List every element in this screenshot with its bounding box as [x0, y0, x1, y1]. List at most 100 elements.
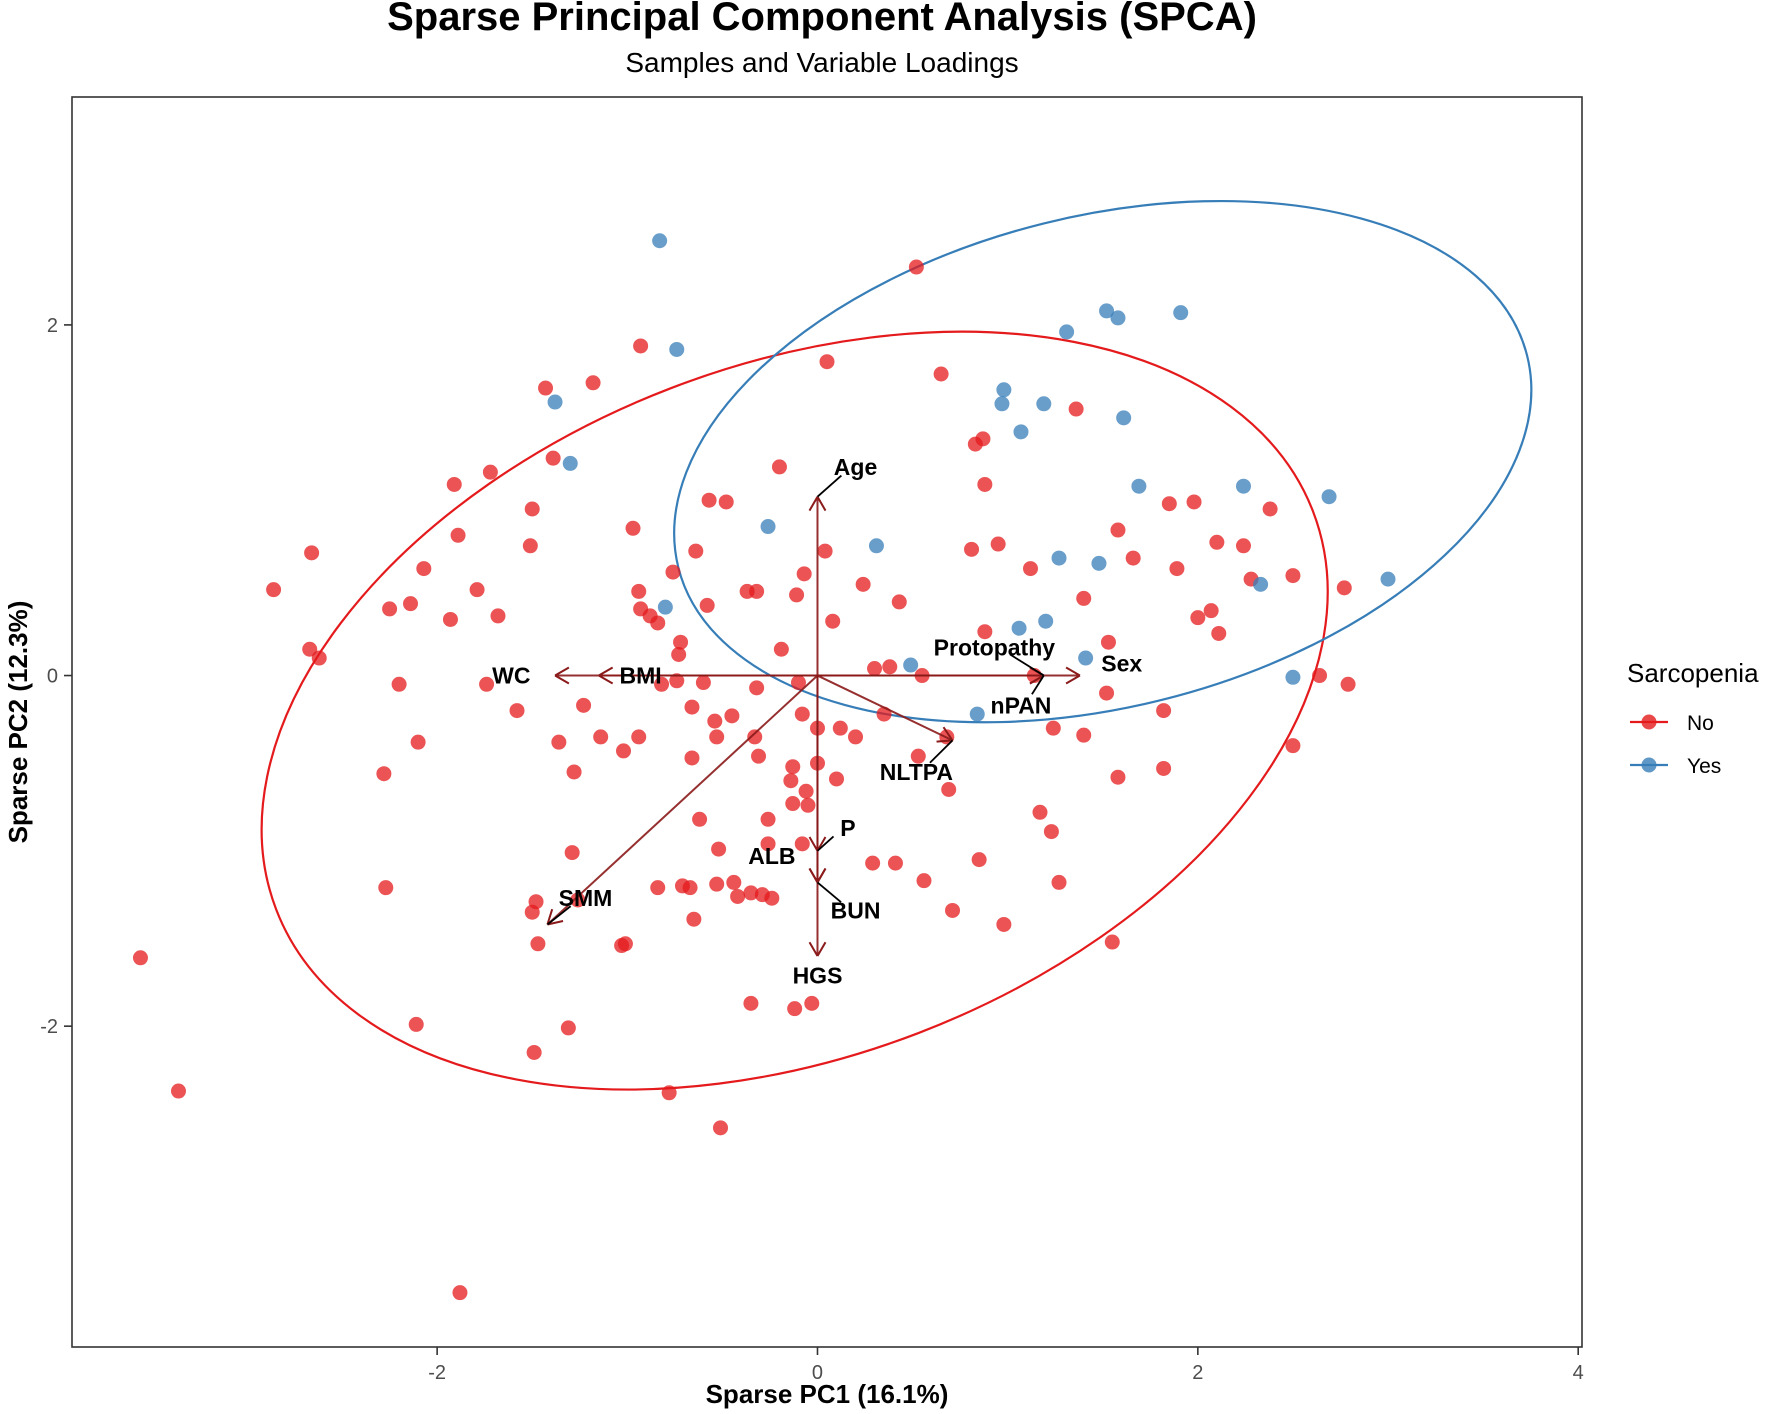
point-no [593, 729, 609, 745]
point-no [1235, 538, 1251, 554]
legend-label: Yes [1687, 755, 1721, 778]
point-no [783, 773, 799, 789]
point-no [749, 680, 765, 696]
point-no [1100, 634, 1116, 650]
loading-label-bun: BUN [831, 897, 881, 923]
point-no [1045, 720, 1061, 736]
point-no [882, 659, 898, 675]
point-yes [1110, 310, 1126, 326]
point-no [545, 450, 561, 466]
x-tick-label: 2 [1192, 1362, 1203, 1384]
y-axis: -2 0 2 [40, 315, 72, 1038]
point-no [773, 641, 789, 657]
point-no [865, 855, 881, 871]
point-no [1190, 610, 1206, 626]
legend: Sarcopenia No Yes [1627, 658, 1759, 778]
point-no [170, 1083, 186, 1099]
point-no [760, 811, 776, 827]
leader-line [1031, 675, 1045, 695]
point-no [631, 729, 647, 745]
point-yes [1078, 650, 1094, 666]
point-no [829, 771, 845, 787]
point-no [848, 729, 864, 745]
point-no [832, 720, 848, 736]
ellipse-no [260, 330, 1329, 1091]
point-no [711, 841, 727, 857]
point-yes [969, 706, 985, 722]
point-no [490, 608, 506, 624]
point-yes [1013, 424, 1029, 440]
loading-arrow-npan [817, 666, 1045, 685]
point-no [524, 904, 540, 920]
point-no [616, 743, 632, 759]
point-no [1032, 804, 1048, 820]
point-no [916, 873, 932, 889]
point-no [530, 936, 546, 952]
point-no [450, 527, 466, 543]
series-no [132, 259, 1356, 1301]
point-no [977, 624, 993, 640]
point-no [867, 661, 883, 677]
point-no [408, 1016, 424, 1032]
point-no [794, 706, 810, 722]
loading-label-age: Age [834, 454, 877, 480]
point-no [817, 543, 833, 559]
point-no [1285, 568, 1301, 584]
point-no [684, 699, 700, 715]
point-no [566, 764, 582, 780]
point-no [403, 596, 419, 612]
point-yes [1038, 613, 1054, 629]
point-no [1068, 401, 1084, 417]
point-no [751, 748, 767, 764]
point-yes [562, 455, 578, 471]
point-no [743, 995, 759, 1011]
plot-panel-border [71, 96, 1583, 1348]
point-no [524, 501, 540, 517]
point-no [1285, 738, 1301, 754]
loading-label-smm: SMM [559, 885, 613, 911]
point-no [819, 354, 835, 370]
point-no [442, 611, 458, 627]
leader-line [929, 739, 954, 764]
point-no [796, 566, 812, 582]
plot-area: Age WC BMI Protopathy Sex nPAN NLTPA P ALB BUN HGS… [71, 96, 1583, 1348]
x-axis: -2 0 2 4 [428, 1347, 1584, 1384]
leader-line [546, 905, 572, 926]
point-no [526, 1044, 542, 1060]
point-no [760, 836, 776, 852]
point-yes [1099, 303, 1115, 319]
point-no [771, 459, 787, 475]
point-no [724, 708, 740, 724]
point-no [1209, 534, 1225, 550]
legend-label: No [1687, 712, 1714, 735]
point-no [446, 476, 462, 492]
point-no [713, 1120, 729, 1136]
x-axis-title: Sparse PC1 (16.1%) [706, 1379, 949, 1409]
loading-label-p: P [840, 815, 855, 841]
point-no [975, 431, 991, 447]
point-no [790, 675, 806, 691]
loading-label-alb: ALB [748, 843, 795, 869]
x-tick-label: -2 [428, 1362, 446, 1384]
point-no [990, 536, 1006, 552]
point-no [1169, 561, 1185, 577]
point-no [132, 950, 148, 966]
y-tick-label: 2 [47, 315, 58, 337]
loading-label-npan: nPAN [991, 692, 1052, 718]
point-no [654, 676, 670, 692]
point-no [482, 464, 498, 480]
loading-labels: Age WC BMI Protopathy Sex nPAN NLTPA P ALB BUN HGS… [492, 454, 1142, 988]
point-no [382, 601, 398, 617]
loading-label-sex: Sex [1101, 650, 1142, 676]
sample-points [132, 233, 1396, 1301]
point-no [684, 750, 700, 766]
point-no [1076, 727, 1092, 743]
loading-arrow-bmi [598, 666, 818, 685]
point-no [686, 911, 702, 927]
point-no [785, 759, 801, 775]
loading-label-bmi: BMI [620, 663, 662, 689]
loading-label-wc: WC [492, 663, 530, 689]
point-no [825, 613, 841, 629]
point-no [650, 880, 666, 896]
point-yes [1059, 324, 1075, 340]
